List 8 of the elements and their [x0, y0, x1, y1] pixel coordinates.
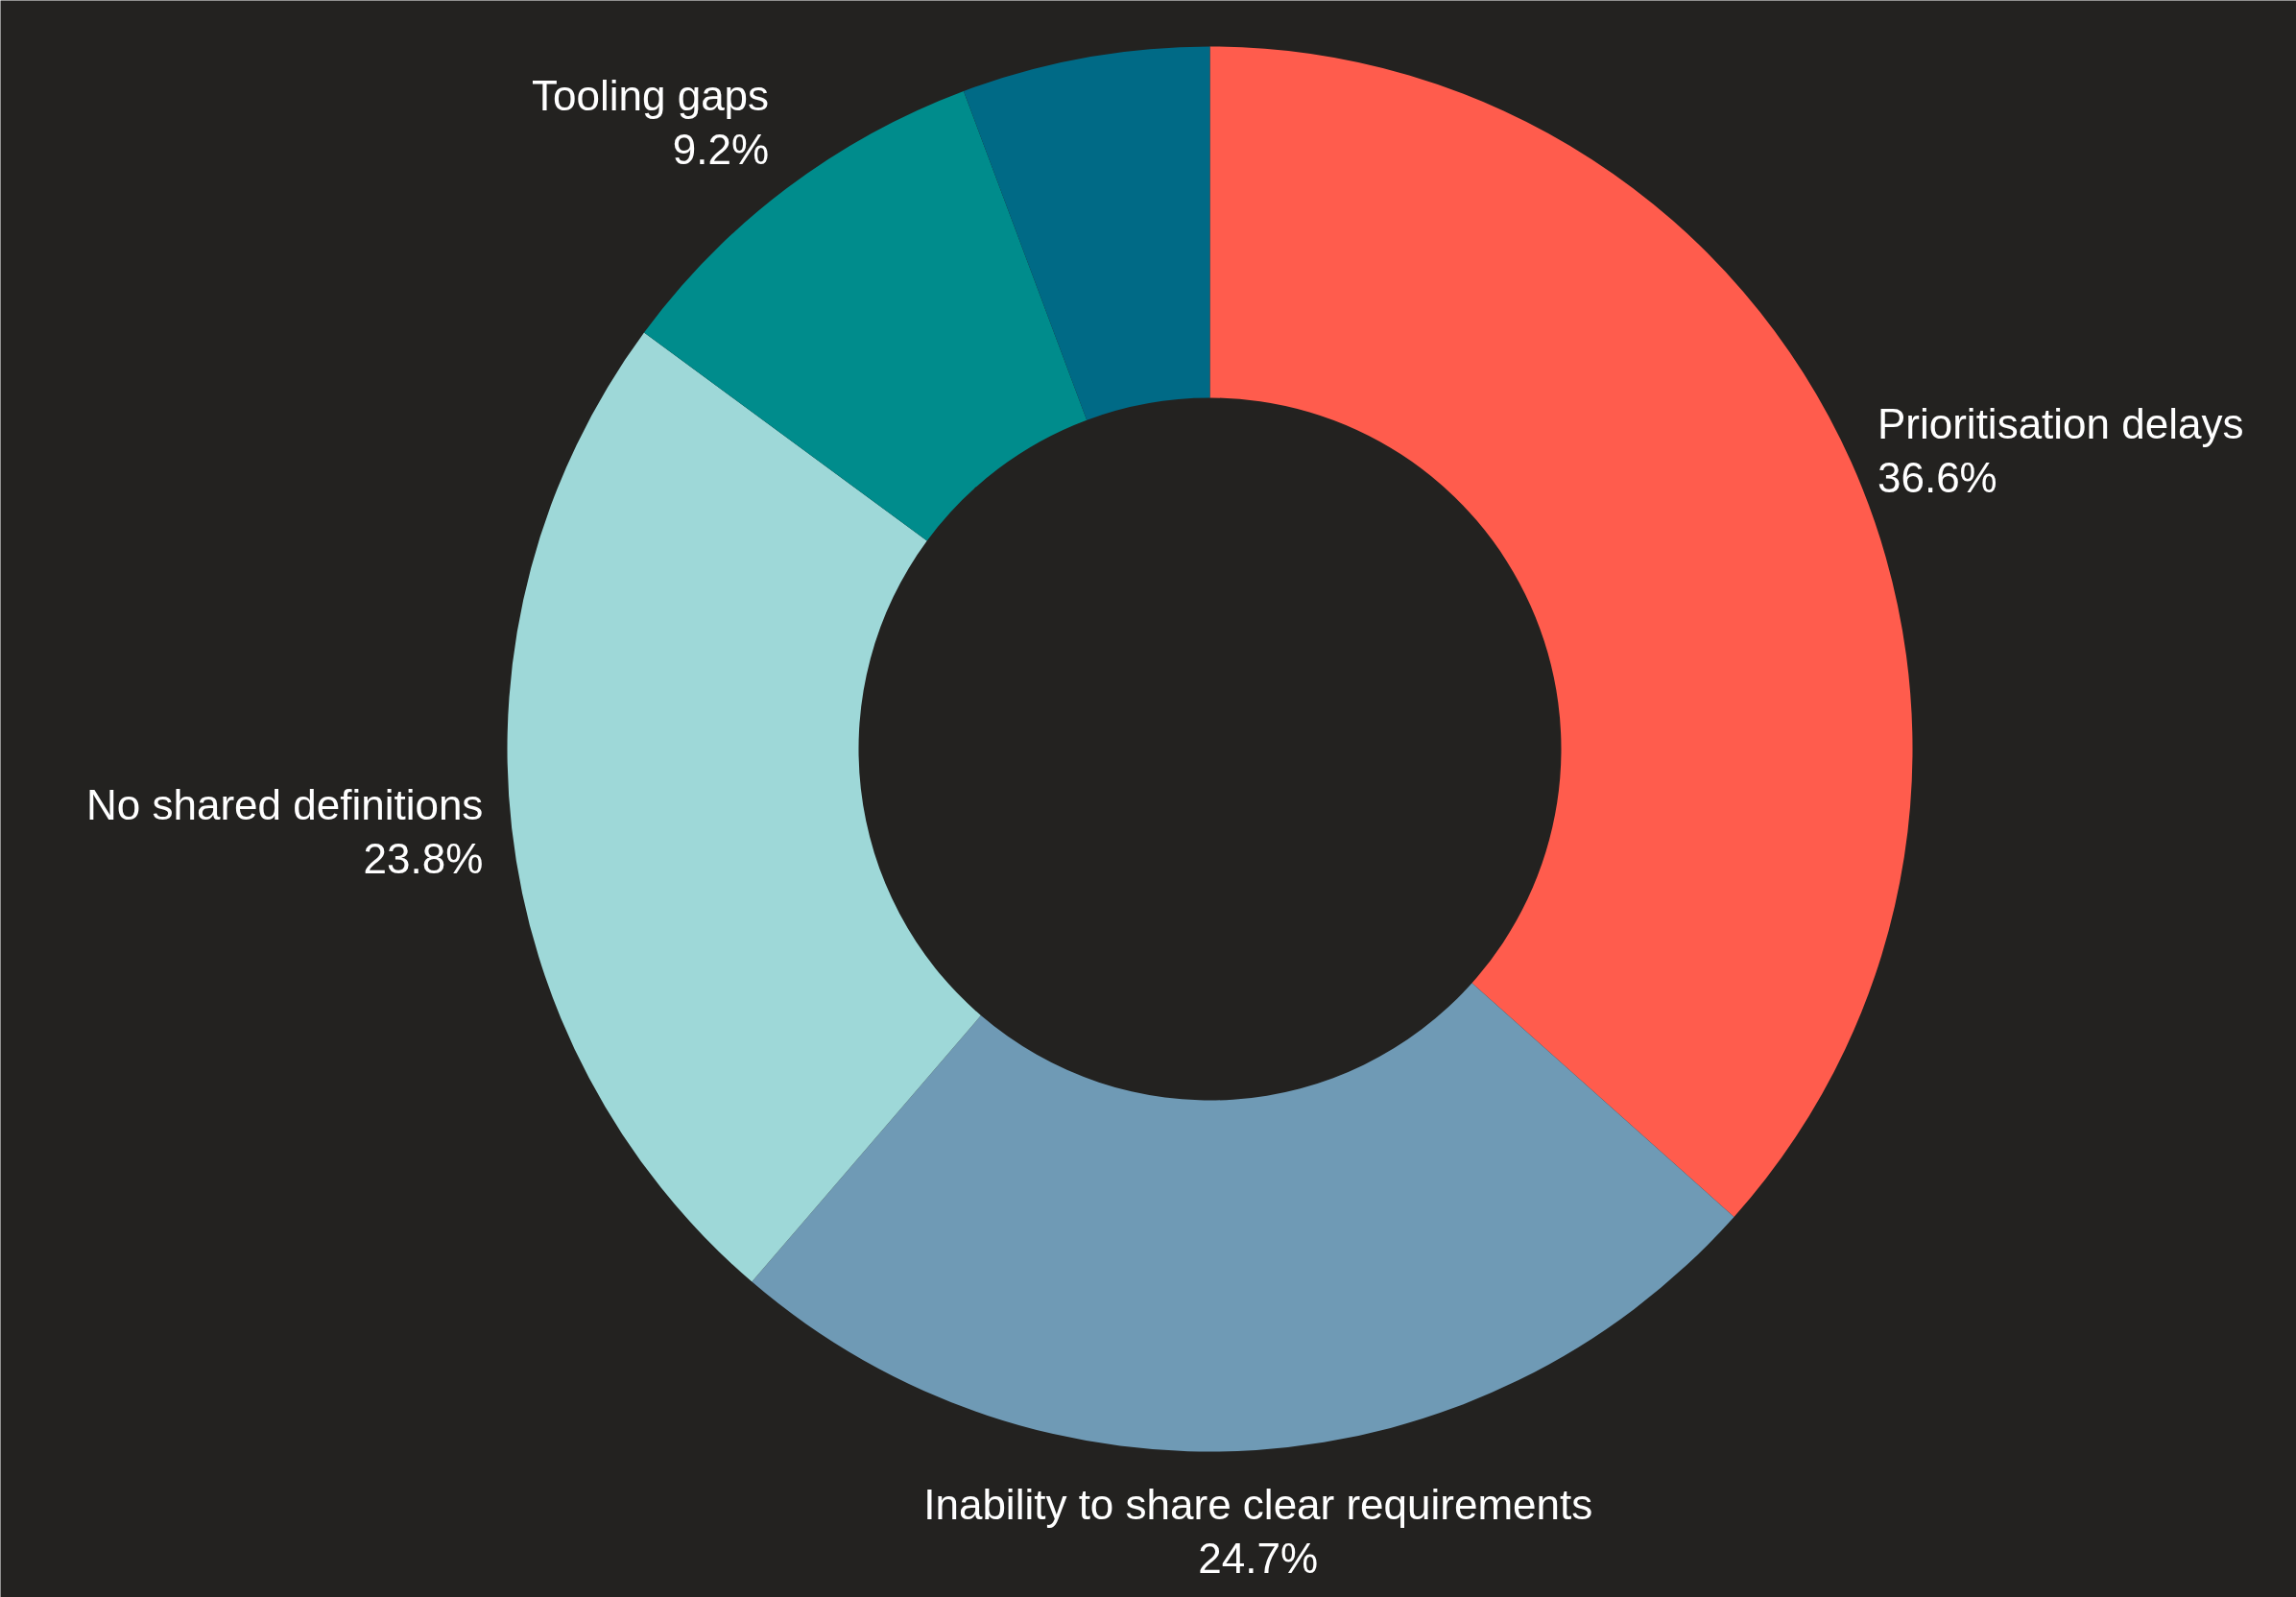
data-label: 23.8% — [363, 835, 484, 882]
slice-label: Inability to share clear requirements — [923, 1481, 1593, 1529]
data-label: 24.7% — [1198, 1535, 1319, 1583]
slice-label: Tooling gaps — [532, 72, 770, 120]
data-label: 36.6% — [1877, 453, 1997, 501]
data-label: 9.2% — [672, 126, 770, 174]
slice-label: Prioritisation delays — [1877, 399, 2244, 447]
slice-label: No shared definitions — [86, 781, 484, 828]
